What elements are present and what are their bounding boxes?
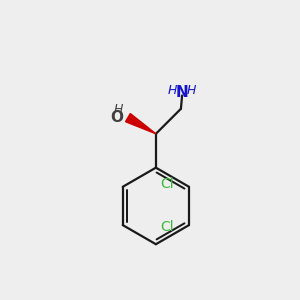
Text: N: N [176, 85, 188, 100]
Text: H: H [113, 103, 123, 116]
Text: H: H [168, 84, 177, 97]
Text: H: H [187, 84, 196, 97]
Text: Cl: Cl [160, 220, 174, 234]
Text: Cl: Cl [160, 177, 174, 191]
Polygon shape [126, 113, 156, 134]
Text: O: O [110, 110, 123, 124]
